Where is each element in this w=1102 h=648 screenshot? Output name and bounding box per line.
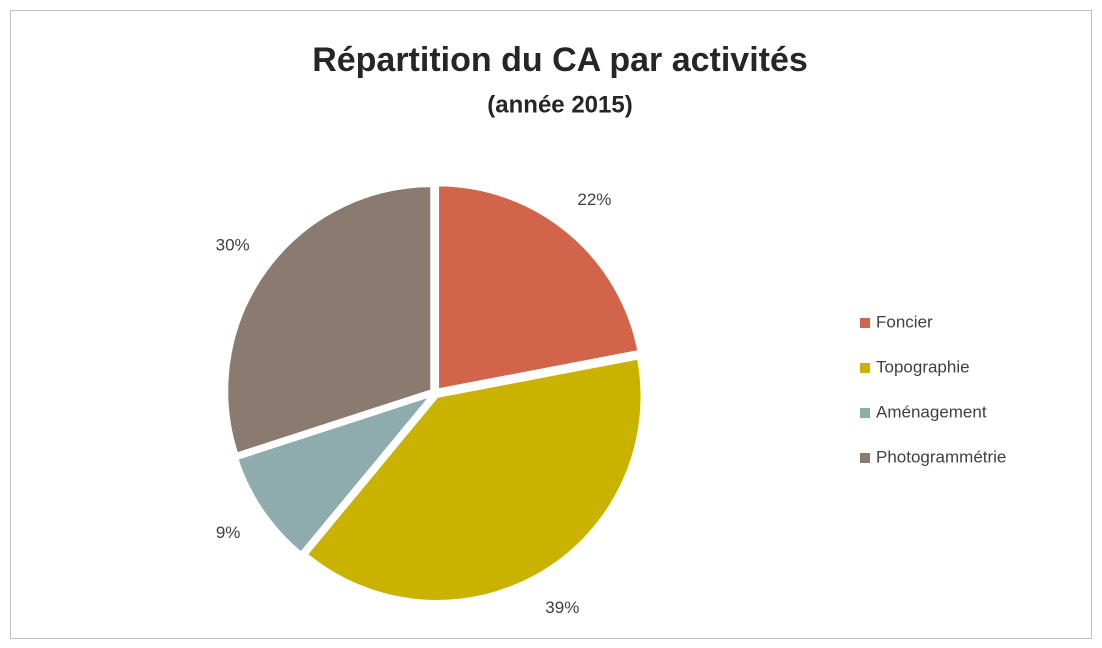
pie-slice — [304, 356, 644, 603]
legend-label: Photogrammétrie — [876, 447, 1006, 466]
pie-slice — [436, 183, 641, 392]
legend-swatch — [860, 363, 870, 373]
legend-swatch — [860, 318, 870, 328]
legend-label: Aménagement — [876, 402, 987, 421]
pie-slice — [225, 184, 434, 456]
pie-slice — [234, 392, 437, 556]
legend-label: Foncier — [876, 312, 933, 331]
legend-swatch — [860, 408, 870, 418]
data-label: 30% — [216, 235, 250, 254]
legend-label: Topographie — [876, 357, 970, 376]
chart-subtitle: (année 2015) — [487, 91, 632, 118]
data-label: 39% — [545, 598, 579, 617]
data-label: 9% — [216, 523, 241, 542]
data-label: 22% — [577, 190, 611, 209]
chart-title: Répartition du CA par activités — [312, 41, 808, 79]
legend-swatch — [860, 453, 870, 463]
